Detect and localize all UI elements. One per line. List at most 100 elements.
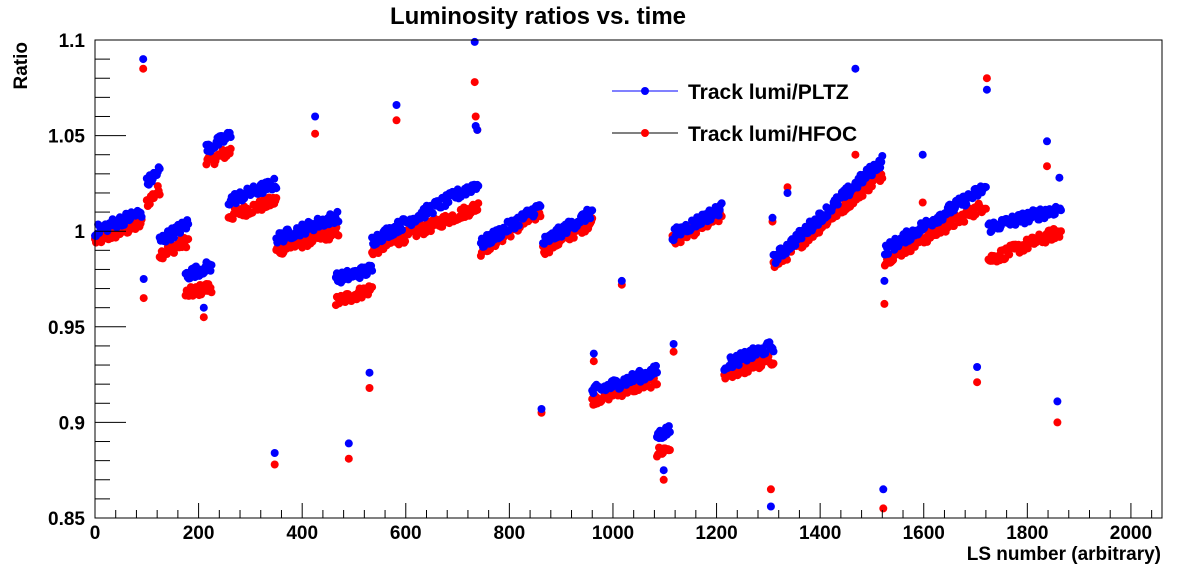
pltz-point xyxy=(207,261,216,270)
hfoc-point xyxy=(182,243,191,252)
pltz-point xyxy=(652,361,660,370)
pltz-point xyxy=(653,368,661,377)
hfoc-point xyxy=(971,210,980,219)
pltz-points xyxy=(91,37,1065,511)
pltz-point xyxy=(669,340,678,348)
hfoc-point xyxy=(272,194,281,202)
x-tick-label: 200 xyxy=(183,523,215,544)
pltz-point xyxy=(982,85,991,94)
pltz-point xyxy=(170,233,178,242)
pltz-point xyxy=(1057,206,1065,215)
hfoc-point xyxy=(1053,418,1062,427)
x-tick-label: 0 xyxy=(90,523,101,544)
pltz-point xyxy=(311,112,320,121)
hfoc-point xyxy=(139,64,148,73)
hfoc-point xyxy=(474,199,483,208)
hfoc-point xyxy=(1055,232,1064,241)
pltz-point xyxy=(334,217,343,226)
pltz-point xyxy=(766,502,775,511)
pltz-point xyxy=(333,207,342,216)
hfoc-point xyxy=(569,233,578,242)
plot-frame xyxy=(94,39,1163,519)
pltz-point xyxy=(444,198,453,207)
pltz-point xyxy=(962,200,971,209)
pltz-point xyxy=(769,347,778,356)
pltz-point xyxy=(878,152,887,160)
pltz-point xyxy=(783,189,792,197)
pltz-point xyxy=(537,405,546,413)
hfoc-point xyxy=(368,283,377,292)
pltz-point xyxy=(536,202,545,211)
pltz-point xyxy=(761,349,770,358)
pltz-point xyxy=(833,200,842,209)
pltz-point xyxy=(768,213,777,222)
pltz-point xyxy=(184,220,193,229)
pltz-point xyxy=(474,181,483,190)
x-tick-label: 1200 xyxy=(695,523,737,544)
pltz-point xyxy=(589,349,598,358)
pltz-point xyxy=(918,150,927,159)
pltz-point xyxy=(588,206,597,215)
hfoc-point xyxy=(536,212,545,221)
hfoc-point xyxy=(653,380,661,389)
y-tick-label: 1 xyxy=(74,222,85,243)
hfoc-point xyxy=(270,460,279,469)
hfoc-point xyxy=(155,190,164,199)
hfoc-point xyxy=(470,78,479,87)
pltz-point xyxy=(665,428,674,437)
pltz-point xyxy=(514,221,523,230)
pltz-point xyxy=(392,101,401,109)
hfoc-point xyxy=(401,237,410,246)
hfoc-point xyxy=(199,313,208,322)
pltz-point xyxy=(884,249,892,258)
hfoc-point xyxy=(471,112,480,121)
legend-label-pltz: Track lumi/PLTZ xyxy=(688,81,849,104)
hfoc-point xyxy=(392,116,401,125)
hfoc-point xyxy=(981,204,990,213)
hfoc-point xyxy=(918,198,927,207)
pltz-point xyxy=(877,158,886,166)
hfoc-point xyxy=(766,485,775,494)
hfoc-point xyxy=(365,384,374,392)
pltz-point xyxy=(1055,173,1064,182)
hfoc-point xyxy=(139,294,148,303)
hfoc-point xyxy=(311,129,320,138)
hfoc-point xyxy=(665,446,674,454)
pltz-point xyxy=(270,174,279,183)
pltz-point xyxy=(344,439,353,448)
pltz-point xyxy=(851,64,860,73)
hfoc-point xyxy=(669,347,678,356)
pltz-point xyxy=(586,214,595,223)
y-tick-label: 0.95 xyxy=(48,318,85,339)
x-tick-label: 600 xyxy=(390,523,422,544)
pltz-point xyxy=(270,449,279,457)
pltz-point xyxy=(272,184,281,193)
hfoc-point xyxy=(973,378,982,387)
pltz-point xyxy=(365,368,374,377)
x-tick-label: 2000 xyxy=(1110,523,1152,544)
hfoc-point xyxy=(207,288,216,297)
pltz-point xyxy=(139,275,148,283)
hfoc-point xyxy=(334,231,343,240)
pltz-point xyxy=(880,276,889,285)
hfoc-point xyxy=(851,150,860,159)
pltz-point xyxy=(368,266,377,275)
hfoc-point xyxy=(960,217,969,226)
y-tick-label: 1.1 xyxy=(59,31,86,52)
chart-title: Luminosity ratios vs. time xyxy=(390,3,686,30)
hfoc-point xyxy=(982,74,991,83)
pltz-point xyxy=(137,212,146,221)
y-axis: 0.85 0.9 0.95 1 1.05 1.1 xyxy=(48,31,126,530)
y-tick-label: 0.85 xyxy=(48,509,85,530)
pltz-point xyxy=(1053,397,1062,406)
x-axis-label: LS number (arbitrary) xyxy=(967,544,1161,565)
pltz-point xyxy=(530,210,539,219)
hfoc-point xyxy=(659,475,668,484)
pltz-point xyxy=(139,55,148,64)
hfoc-point xyxy=(783,183,792,192)
pltz-point xyxy=(734,361,743,370)
x-tick-label: 1800 xyxy=(1006,523,1048,544)
y-tick-label: 0.9 xyxy=(59,413,85,434)
pltz-point xyxy=(664,422,673,431)
